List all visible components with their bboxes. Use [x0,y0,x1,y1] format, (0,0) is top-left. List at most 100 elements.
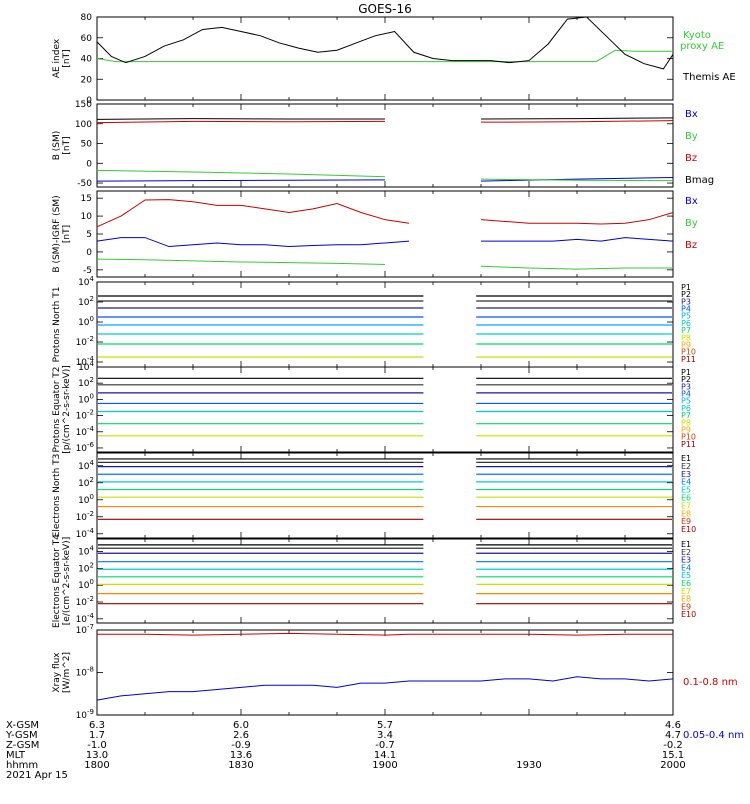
y-tick-label: 10-8 [76,666,94,679]
footer-row-label: X-GSM [6,720,39,731]
series-line [481,237,674,242]
y-tick-label: 100 [78,392,94,405]
series-line [96,258,386,265]
y-axis-label: Electrons Equator T4 [e/(cm^2-s-sr-keV)] [52,534,72,628]
legend-item: P1 [681,368,691,377]
legend-item: P2 [681,290,691,299]
legend-item: P3 [681,382,691,391]
y-tick-label: 0 [86,96,92,106]
legend-item: E10 [681,525,696,534]
y-tick-label: 10-4 [76,425,95,438]
footer-value: 6.0 [233,720,249,731]
legend-item: E3 [681,556,691,565]
legend-item: P9 [681,340,691,349]
footer-date: 2021 Apr 15 [6,770,68,781]
y-tick-label: 0 [86,159,92,169]
legend-item: P10 [681,348,696,357]
y-tick-label: 10 [81,212,93,222]
y-tick-label: -50 [77,179,92,189]
footer-row-label: Z-GSM [6,740,39,751]
footer-value: 6.3 [89,720,105,731]
y-axis-label-unit: [W/m^2] [62,652,72,693]
footer-row-label: Y-GSM [5,730,38,741]
legend-item: E5 [681,486,691,495]
y-axis-label-line: Electrons Equator T4 [52,534,62,628]
panel-frame-8 [96,629,674,716]
y-tick-label: 40 [81,55,93,65]
y-tick-label: 50 [81,140,93,150]
y-axis-label-unit: [nT] [62,225,72,243]
y-tick-label: 104 [78,360,94,373]
y-axis-label: AE index [nT] [52,38,72,78]
y-tick-label: 102 [78,295,94,308]
y-tick-label: 100 [78,493,94,506]
y-tick-label: 0 [86,248,92,258]
legend-item: E9 [681,517,691,526]
y-axis-label: B (SM) [nT] [52,131,72,161]
y-axis-label-unit: [e/(cm^2-s-sr-keV)] [62,537,72,625]
y-tick-label: 10-2 [76,409,94,422]
legend-item: E9 [681,602,691,611]
y-tick-label: 10-7 [76,623,94,636]
legend-item: E4 [681,563,691,572]
legend-item: P2 [681,375,691,384]
series-line [96,237,410,248]
series-line [96,118,385,120]
legend-item: P4 [681,305,691,314]
legend-item: P9 [681,425,691,434]
y-tick-label: 104 [78,275,94,288]
legend-item: Bz [685,153,697,164]
y-axis-label: Xray flux [W/m^2] [52,652,72,693]
y-tick-label: 10-2 [76,335,94,348]
y-axis-label-line: Protons Equator T2 [52,366,62,452]
series-line [480,120,674,123]
y-axis-label: Protons North T1 [52,287,62,363]
footer-value: 4.6 [665,720,681,731]
footer-value: -0.2 [663,740,683,751]
y-tick-label: 100 [75,120,92,130]
footer-value: 1830 [228,760,253,771]
legend-item: E5 [681,571,691,580]
legend-item: E1 [681,454,691,463]
series-line [480,178,674,182]
series-line [97,632,673,636]
legend-item: E10 [681,610,696,619]
y-axis-label-line: B (SM) [52,131,62,161]
series-line [96,179,386,182]
legend-item: Bx [685,196,698,207]
series-line [96,49,673,63]
legend-item: Bmag [685,175,714,186]
footer-value: 1.7 [89,730,105,741]
y-axis-label-line: Xray flux [52,652,62,693]
legend-item: E1 [681,540,691,549]
series-line [96,16,674,70]
legend-item: E3 [681,470,691,479]
legend-item: P10 [681,433,696,442]
series-line [480,212,674,225]
y-tick-label: 10-2 [76,595,94,608]
series-line [480,177,674,182]
y-tick-label: 20 [81,75,93,85]
y-axis-label-line: B (SM)-IGRF (SM) [52,195,62,272]
footer-row-label: MLT [6,750,26,761]
y-tick-label: 150 [75,100,92,110]
legend-item: E2 [681,548,691,557]
legend-item: P8 [681,333,691,342]
y-tick-label: 102 [78,476,94,489]
legend-item: P5 [681,397,691,406]
y-tick-label: 5 [86,230,92,240]
y-tick-label: 10-4 [76,612,95,625]
legend-item: P6 [681,404,691,413]
y-tick-label: 15 [81,194,92,204]
footer-value: 1800 [84,760,109,771]
series-line [96,120,386,124]
footer-value: 15.1 [662,750,684,761]
legend-item: E6 [681,494,691,503]
footer-value: 3.4 [377,730,393,741]
y-axis-label-unit: [nT] [62,49,72,67]
series-line [480,265,673,270]
